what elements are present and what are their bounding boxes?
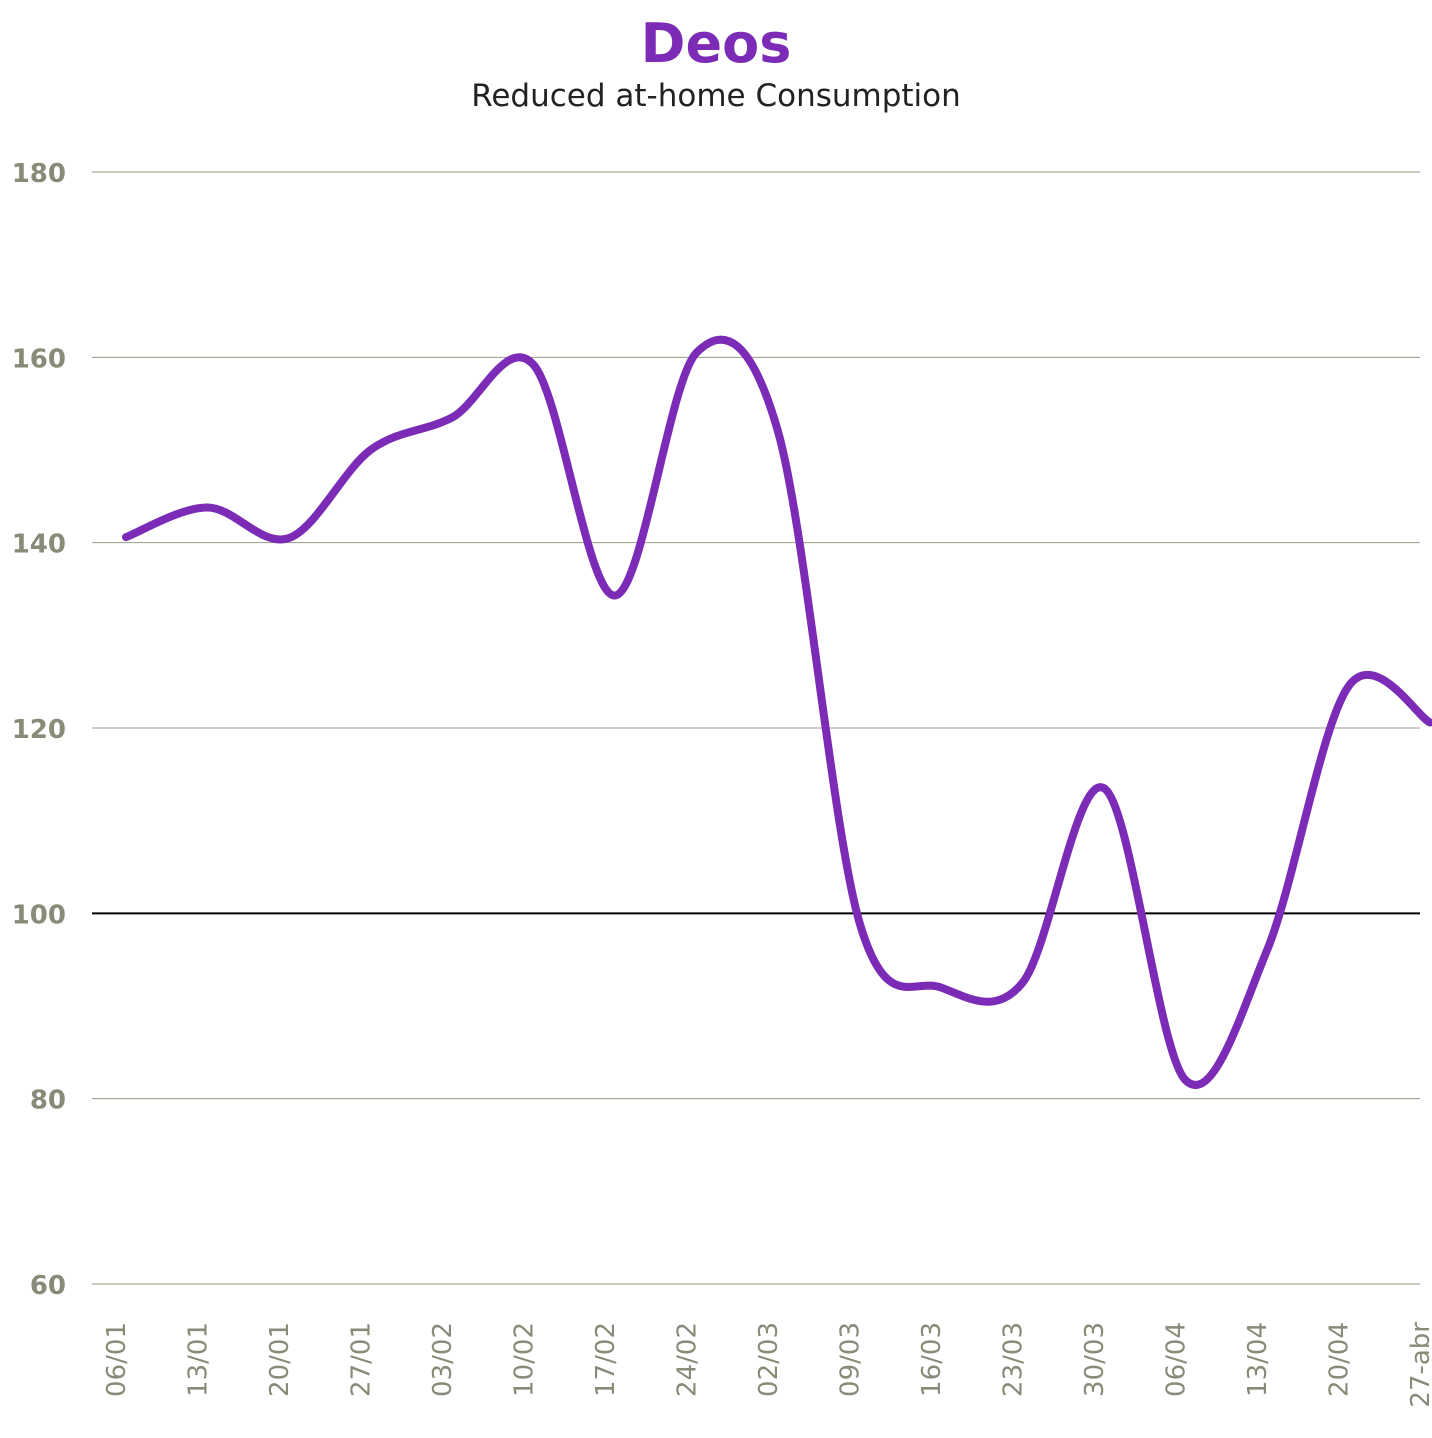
x-tick-label: 02/03: [754, 1322, 784, 1397]
y-axis-ticks: 60 80 100 120 140 160 180: [12, 159, 66, 1301]
x-tick-label: 09/03: [836, 1322, 866, 1397]
y-tick-label-160: 160: [12, 344, 66, 374]
x-tick-label: 20/04: [1325, 1322, 1355, 1397]
y-tick-label-80: 80: [30, 1086, 66, 1116]
x-tick-label: 13/04: [1243, 1322, 1273, 1397]
x-tick-label: 24/02: [673, 1322, 703, 1397]
x-tick-label: 30/03: [1080, 1322, 1110, 1397]
y-tick-label-120: 120: [12, 715, 66, 745]
gridlines: [92, 171, 1420, 1285]
y-tick-label-140: 140: [12, 530, 66, 560]
x-tick-label: 23/03: [999, 1322, 1029, 1397]
x-tick-label: 20/01: [265, 1322, 295, 1397]
y-tick-label-100: 100: [12, 900, 66, 930]
x-tick-label: 17/02: [591, 1322, 621, 1397]
series-layer: [122, 335, 1432, 1089]
x-tick-label: 03/02: [428, 1322, 458, 1397]
x-tick-label: 10/02: [510, 1322, 540, 1397]
y-tick-label-180: 180: [12, 159, 66, 189]
x-tick-label: 27/01: [347, 1322, 377, 1397]
x-tick-label: 06/04: [1162, 1322, 1192, 1397]
chart-title: Deos: [640, 12, 792, 75]
chart-subtitle: Reduced at-home Consumption: [471, 78, 961, 114]
x-axis-ticks: 06/01 13/01 20/01 27/01 03/02 10/02 17/02 24/02…: [102, 1322, 1432, 1408]
y-tick-label-60: 60: [30, 1271, 66, 1301]
x-tick-label: 13/01: [184, 1322, 214, 1397]
series-line-0: [122, 335, 1432, 1089]
x-tick-label: 06/01: [102, 1322, 132, 1397]
x-tick-label: 16/03: [917, 1322, 947, 1397]
x-tick-label: 27-abr: [1406, 1322, 1432, 1408]
